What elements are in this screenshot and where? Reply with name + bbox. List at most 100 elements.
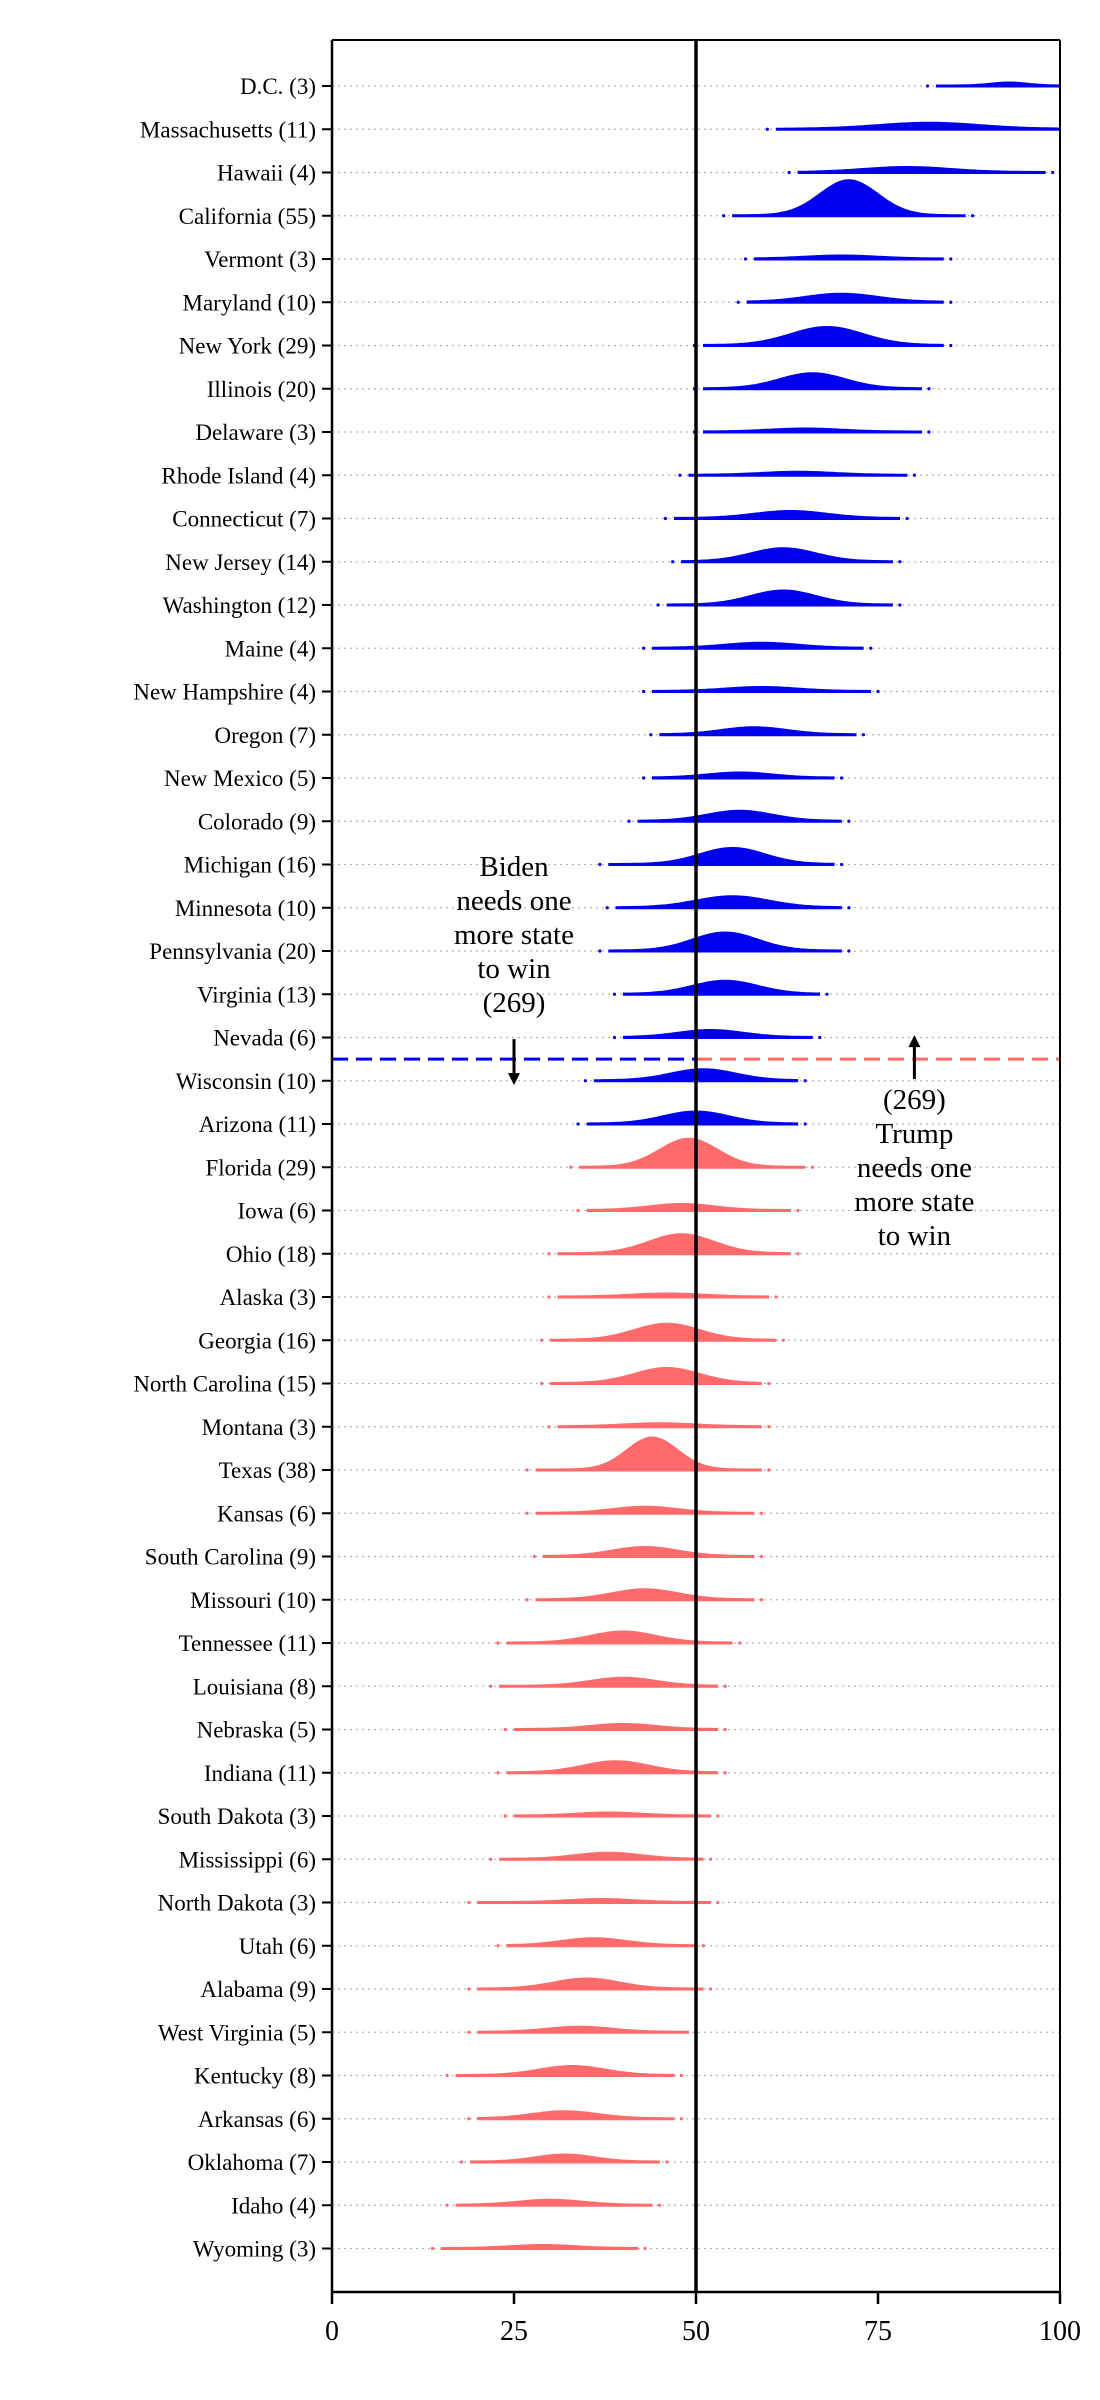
state-label: Washington (12): [163, 593, 316, 618]
distribution-montana: [557, 1422, 762, 1429]
outlier-point: [796, 1252, 800, 1256]
distribution-arkansas: [477, 2110, 675, 2121]
biden-annotation-line: Biden: [479, 851, 549, 883]
outlier-point: [927, 387, 931, 391]
outlier-point: [949, 343, 953, 348]
state-label: Hawaii (4): [217, 161, 316, 186]
outlier-point: [656, 603, 660, 607]
distribution-michigan: [608, 847, 835, 866]
outlier-point: [503, 1814, 507, 1818]
state-label: Wisconsin (10): [176, 1069, 316, 1094]
distribution-south-carolina: [542, 1546, 755, 1558]
outlier-point: [723, 1771, 727, 1775]
outlier-point: [467, 1987, 471, 1991]
state-label: North Dakota (3): [158, 1891, 316, 1916]
state-label: Alabama (9): [200, 1977, 316, 2002]
distribution-missouri: [535, 1588, 755, 1602]
outlier-point: [840, 776, 844, 780]
outlier-point: [612, 992, 617, 996]
outlier-point: [796, 1208, 800, 1213]
outlier-point: [467, 2030, 471, 2034]
outlier-point: [547, 1295, 551, 1299]
distribution-mississippi: [499, 1851, 704, 1861]
state-label: New York (29): [179, 334, 316, 359]
state-label: Rhode Island (4): [161, 463, 316, 488]
distributions: [430, 81, 1061, 2251]
outlier-point: [759, 1598, 764, 1602]
distribution-maryland: [746, 292, 944, 304]
outlier-point: [547, 1252, 551, 1256]
outlier-point: [927, 430, 931, 434]
outlier-point: [445, 2203, 449, 2207]
outlier-point: [496, 1641, 500, 1645]
distribution-west-virginia: [477, 2025, 689, 2034]
distribution-california: [732, 179, 966, 218]
state-label: Virginia (13): [197, 982, 316, 1007]
distribution-new-jersey: [681, 547, 893, 564]
state-label: Pennsylvania (20): [149, 939, 316, 964]
outlier-point: [525, 1468, 529, 1472]
outlier-point: [489, 1857, 493, 1861]
biden-annotation-line: more state: [454, 919, 574, 951]
biden-arrow-head: [508, 1073, 520, 1086]
state-label: Wyoming (3): [193, 2237, 316, 2262]
outlier-point: [708, 1857, 713, 1861]
state-label: Ohio (18): [226, 1242, 316, 1267]
outlier-point: [467, 2117, 471, 2121]
outlier-point: [1051, 170, 1055, 175]
distribution-louisiana: [499, 1676, 719, 1688]
outlier-point: [905, 516, 909, 521]
outlier-point: [767, 1425, 771, 1429]
outlier-point: [912, 473, 917, 477]
distribution-kentucky: [455, 2065, 675, 2077]
outlier-point: [869, 646, 873, 650]
outlier-point: [803, 1079, 807, 1083]
outlier-point: [722, 214, 726, 218]
outlier-point: [576, 1208, 580, 1213]
distribution-iowa: [586, 1203, 791, 1212]
distribution-georgia: [550, 1322, 777, 1342]
distribution-new-york: [703, 326, 944, 347]
state-label: South Dakota (3): [158, 1804, 316, 1829]
distribution-illinois: [703, 372, 922, 391]
outlier-point: [503, 1727, 507, 1732]
distribution-colorado: [637, 809, 842, 823]
x-tick-label: 0: [325, 2316, 339, 2347]
outlier-point: [663, 516, 668, 521]
trump-annotation-line: Trump: [875, 1118, 953, 1150]
outlier-point: [496, 1944, 500, 1948]
state-label: Georgia (16): [198, 1328, 316, 1353]
distribution-alabama: [477, 1977, 704, 1991]
outlier-point: [540, 1381, 544, 1386]
outlier-point: [759, 1554, 764, 1559]
outlier-point: [525, 1511, 529, 1515]
outlier-point: [641, 776, 646, 780]
state-label: Mississippi (6): [179, 1847, 316, 1872]
outlier-point: [759, 1511, 764, 1515]
outlier-point: [716, 1814, 720, 1818]
outlier-point: [627, 819, 631, 823]
state-label: Massachusetts (11): [140, 117, 316, 142]
outlier-point: [847, 949, 851, 953]
state-label: New Hampshire (4): [133, 680, 316, 705]
distribution-d-c-: [935, 81, 1061, 88]
outlier-point: [971, 214, 975, 218]
distribution-nevada: [622, 1029, 813, 1039]
outlier-point: [818, 1035, 822, 1040]
outlier-point: [679, 2117, 684, 2121]
state-label: Iowa (6): [237, 1199, 316, 1224]
outlier-point: [898, 603, 902, 607]
outlier-point: [678, 473, 682, 477]
state-label: West Virginia (5): [158, 2020, 316, 2045]
state-label: Nevada (6): [213, 1026, 316, 1051]
outlier-point: [430, 2246, 435, 2251]
outlier-point: [736, 300, 740, 304]
distribution-connecticut: [673, 510, 901, 520]
state-label: Arizona (11): [199, 1112, 316, 1137]
state-label: Delaware (3): [195, 420, 316, 445]
state-label: Nebraska (5): [197, 1718, 316, 1743]
outlier-point: [861, 733, 866, 737]
distribution-idaho: [455, 2198, 653, 2207]
